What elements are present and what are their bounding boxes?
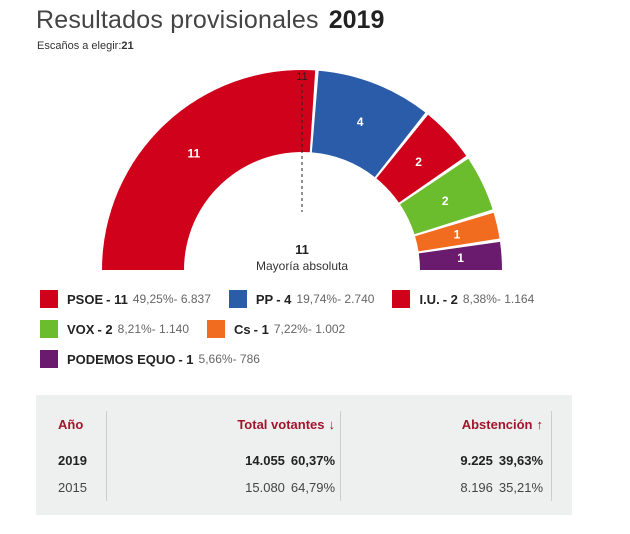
legend-item-psoe: PSOE - 11 49,25% - 6.837 [40, 290, 211, 308]
seat-count-label: 2 [442, 194, 449, 208]
legend-item-cs: Cs - 1 7,22% - 1.002 [207, 320, 345, 338]
votes-value: 14.055 [245, 453, 285, 468]
votes-percent: 60,37% [290, 453, 335, 468]
legend-swatch [392, 290, 411, 308]
table-cell-year: 2015 [58, 480, 87, 495]
legend-party-votes: - 6.837 [173, 292, 211, 306]
majority-marker: 11 [296, 71, 307, 83]
table-cell-year: 2019 [58, 453, 87, 468]
abstention-header-label: Abstención [461, 417, 533, 432]
legend-party-name: Cs [234, 321, 251, 337]
votes-header-label: Total votantes [237, 417, 325, 432]
abstention-value: 8.196 [460, 480, 493, 495]
legend-party-pct: 8,38% [462, 292, 497, 306]
legend-party-votes: - 1.164 [496, 292, 535, 306]
seat-arc-i-u [376, 114, 467, 203]
legend-party-seats: - 11 [106, 291, 128, 307]
table-cell-votes: 14.055 60,37% [245, 453, 335, 468]
legend-item-podemos: PODEMOS EQUO - 1 5,66% - 786 [40, 350, 260, 368]
legend-swatch [207, 320, 226, 338]
legend-party-pct: 8,21% [117, 322, 152, 336]
votes-header-button[interactable]: Total votantes ↓ [237, 417, 335, 432]
arrow-down-icon: ↓ [328, 417, 336, 432]
legend-party-name: PODEMOS EQUO [67, 351, 176, 367]
seat-count-label: 4 [357, 115, 364, 129]
legend-item-vox: VOX - 2 8,21% - 1.140 [40, 320, 189, 338]
seat-arc-pp [311, 70, 426, 178]
table-cell-votes: 15.080 64,79% [245, 480, 335, 495]
year-column: Año 2019 2015 [36, 411, 106, 501]
legend-party-name: I.U. [419, 291, 440, 307]
seats-to-elect: Escaños a elegir:21 [37, 40, 134, 52]
legend-party-name: PP [255, 291, 274, 307]
seat-arc-podemos-equo [418, 241, 502, 270]
abstention-column: Abstención ↑ 9.225 39,63% 8.196 35,21% [340, 411, 552, 501]
year-header[interactable]: Año [58, 417, 84, 432]
seats-total: 21 [121, 40, 134, 52]
legend-swatch [40, 290, 58, 308]
legend-party-name: PSOE [67, 291, 104, 307]
legend-item-pp: PP - 4 19,74% - 2.740 [228, 290, 375, 308]
legend-swatch [40, 320, 58, 338]
legend-party-votes: - 1.140 [151, 322, 190, 336]
seat-arc-cs [415, 212, 500, 252]
legend-party-seats: - 2 [442, 291, 458, 307]
seat-count-label: 1 [457, 251, 464, 265]
table-cell-abstention: 8.196 35,21% [460, 480, 543, 495]
majority-value: 11 [295, 242, 309, 257]
title-text: Resultados provisionales [36, 6, 319, 34]
legend-party-votes: - 2.740 [337, 292, 375, 306]
legend-party-seats: - 1 [178, 351, 194, 367]
legend-item-iu: I.U. - 2 8,38% - 1.164 [392, 290, 534, 308]
legend-row: PODEMOS EQUO - 1 5,66% - 786 [40, 346, 600, 372]
abstention-header-button[interactable]: Abstención ↑ [462, 417, 543, 432]
party-legend: PSOE - 11 49,25% - 6.837 PP - 4 19,74% - 2.7… [40, 286, 600, 376]
abstention-percent: 35,21% [498, 480, 543, 495]
legend-party-pct: 5,66% [198, 352, 233, 366]
seat-count-label: 11 [188, 146, 201, 160]
legend-party-seats: - 1 [253, 321, 269, 337]
votes-value: 15.080 [245, 480, 285, 495]
turnout-table: Año 2019 2015 Total votantes ↓ 14.055 60,3… [36, 395, 572, 515]
legend-row: VOX - 2 8,21% - 1.140 Cs - 1 7,22% - 1.002 [40, 316, 600, 342]
majority-label: Mayoría absoluta [256, 259, 348, 273]
arrow-up-icon: ↑ [536, 417, 544, 432]
legend-party-pct: 49,25% [132, 292, 174, 306]
table-cell-abstention: 9.225 39,63% [460, 453, 543, 468]
legend-party-seats: - 2 [97, 321, 113, 337]
legend-party-votes: - 1.002 [307, 322, 346, 336]
abstention-value: 9.225 [460, 453, 493, 468]
legend-party-name: VOX [67, 321, 95, 337]
seat-arc-vox [400, 158, 493, 235]
legend-party-votes: - 786 [232, 352, 260, 366]
legend-row: PSOE - 11 49,25% - 6.837 PP - 4 19,74% - 2.7… [40, 286, 600, 312]
legend-party-seats: - 4 [276, 291, 292, 307]
legend-party-pct: 7,22% [273, 322, 308, 336]
votes-percent: 64,79% [290, 480, 335, 495]
legend-swatch [228, 290, 247, 308]
seat-arc-psoe [102, 69, 316, 270]
seat-count-label: 2 [415, 155, 422, 169]
seats-label: Escaños a elegir: [37, 40, 122, 52]
page-title: Resultados provisionales 2019 [36, 6, 384, 35]
legend-party-pct: 19,74% [296, 292, 338, 306]
abstention-percent: 39,63% [498, 453, 543, 468]
seat-count-label: 1 [454, 228, 461, 242]
title-year: 2019 [328, 6, 385, 34]
votes-column: Total votantes ↓ 14.055 60,37% 15.080 64,79… [106, 411, 341, 501]
legend-swatch [40, 350, 58, 368]
